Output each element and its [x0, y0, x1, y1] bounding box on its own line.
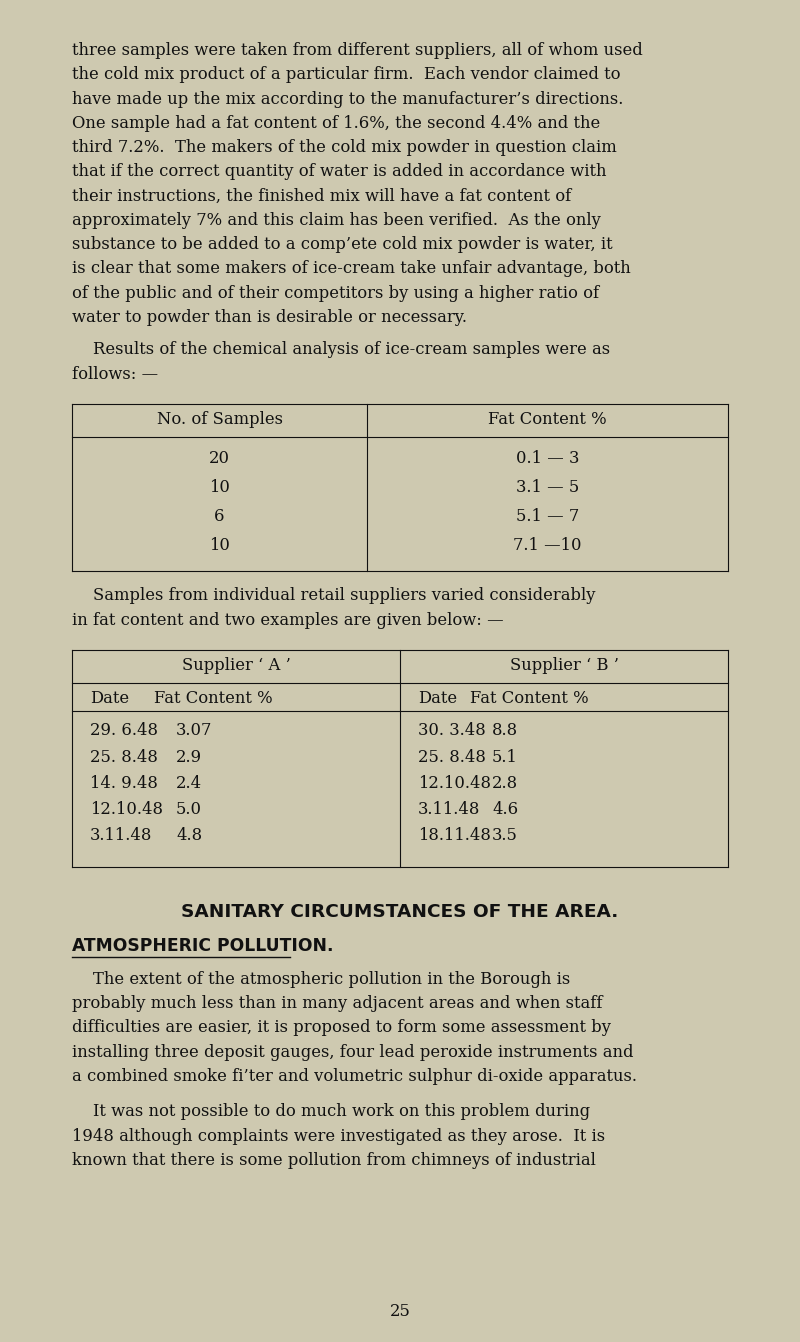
Text: 5.1 — 7: 5.1 — 7 — [516, 507, 579, 525]
Text: 12.10.48: 12.10.48 — [418, 774, 491, 792]
Text: 12.10.48: 12.10.48 — [90, 801, 163, 819]
Text: in fat content and two examples are given below: —: in fat content and two examples are give… — [72, 612, 504, 628]
Text: 10: 10 — [209, 537, 230, 553]
Text: 2.9: 2.9 — [176, 749, 202, 765]
Text: Samples from individual retail suppliers varied considerably: Samples from individual retail suppliers… — [72, 588, 595, 604]
Text: approximately 7% and this claim has been verified.  As the only: approximately 7% and this claim has been… — [72, 212, 601, 228]
Text: Fat Content %: Fat Content % — [154, 690, 273, 706]
Text: Fat Content %: Fat Content % — [488, 411, 607, 428]
Text: Date: Date — [418, 690, 457, 706]
Text: third 7.2%.  The makers of the cold mix powder in question claim: third 7.2%. The makers of the cold mix p… — [72, 140, 617, 156]
Text: The extent of the atmospheric pollution in the Borough is: The extent of the atmospheric pollution … — [72, 970, 570, 988]
Text: three samples were taken from different suppliers, all of whom used: three samples were taken from different … — [72, 42, 642, 59]
Text: difficulties are easier, it is proposed to form some assessment by: difficulties are easier, it is proposed … — [72, 1020, 611, 1036]
Text: Date: Date — [90, 690, 129, 706]
Text: 2.8: 2.8 — [492, 774, 518, 792]
Text: probably much less than in many adjacent areas and when staff: probably much less than in many adjacent… — [72, 996, 602, 1012]
Text: 4.8: 4.8 — [176, 827, 202, 844]
Text: It was not possible to do much work on this problem during: It was not possible to do much work on t… — [72, 1103, 590, 1121]
Text: 20: 20 — [209, 451, 230, 467]
Text: 14. 9.48: 14. 9.48 — [90, 774, 158, 792]
Text: 4.6: 4.6 — [492, 801, 518, 819]
Text: 25. 8.48: 25. 8.48 — [90, 749, 158, 765]
Text: Results of the chemical analysis of ice-cream samples were as: Results of the chemical analysis of ice-… — [72, 341, 610, 358]
Text: substance to be added to a comp’ete cold mix powder is water, it: substance to be added to a comp’ete cold… — [72, 236, 613, 254]
Text: 3.11.48: 3.11.48 — [90, 827, 152, 844]
Text: 1948 although complaints were investigated as they arose.  It is: 1948 although complaints were investigat… — [72, 1127, 605, 1145]
Text: Supplier ‘ A ’: Supplier ‘ A ’ — [182, 656, 290, 674]
Text: One sample had a fat content of 1.6%, the second 4.4% and the: One sample had a fat content of 1.6%, th… — [72, 115, 600, 132]
Text: 2.4: 2.4 — [176, 774, 202, 792]
Text: 3.1 — 5: 3.1 — 5 — [516, 479, 579, 497]
Text: Fat Content %: Fat Content % — [470, 690, 589, 706]
Text: the cold mix product of a particular firm.  Each vendor claimed to: the cold mix product of a particular fir… — [72, 66, 621, 83]
Text: is clear that some makers of ice-cream take unfair advantage, both: is clear that some makers of ice-cream t… — [72, 260, 630, 278]
Text: 3.5: 3.5 — [492, 827, 518, 844]
Text: 0.1 — 3: 0.1 — 3 — [516, 451, 579, 467]
Text: 7.1 —10: 7.1 —10 — [514, 537, 582, 553]
Text: a combined smoke fi’ter and volumetric sulphur di-oxide apparatus.: a combined smoke fi’ter and volumetric s… — [72, 1068, 637, 1084]
Text: water to powder than is desirable or necessary.: water to powder than is desirable or nec… — [72, 309, 467, 326]
Text: 3.11.48: 3.11.48 — [418, 801, 480, 819]
Text: Supplier ‘ B ’: Supplier ‘ B ’ — [510, 656, 618, 674]
Text: 25: 25 — [390, 1303, 410, 1321]
Text: No. of Samples: No. of Samples — [157, 411, 282, 428]
Text: 3.07: 3.07 — [176, 722, 212, 739]
Text: 6: 6 — [214, 507, 225, 525]
Text: 25. 8.48: 25. 8.48 — [418, 749, 486, 765]
Text: 10: 10 — [209, 479, 230, 497]
Text: 5.0: 5.0 — [176, 801, 202, 819]
Text: ATMOSPHERIC POLLUTION.: ATMOSPHERIC POLLUTION. — [72, 937, 334, 954]
Text: follows: —: follows: — — [72, 365, 158, 382]
Text: 18.11.48: 18.11.48 — [418, 827, 491, 844]
Text: SANITARY CIRCUMSTANCES OF THE AREA.: SANITARY CIRCUMSTANCES OF THE AREA. — [182, 903, 618, 922]
Text: have made up the mix according to the manufacturer’s directions.: have made up the mix according to the ma… — [72, 90, 623, 107]
Text: installing three deposit gauges, four lead peroxide instruments and: installing three deposit gauges, four le… — [72, 1044, 634, 1060]
Text: of the public and of their competitors by using a higher ratio of: of the public and of their competitors b… — [72, 285, 599, 302]
Text: that if the correct quantity of water is added in accordance with: that if the correct quantity of water is… — [72, 164, 606, 180]
Text: 29. 6.48: 29. 6.48 — [90, 722, 158, 739]
Text: their instructions, the finished mix will have a fat content of: their instructions, the finished mix wil… — [72, 188, 571, 204]
Text: known that there is some pollution from chimneys of industrial: known that there is some pollution from … — [72, 1151, 596, 1169]
Text: 8.8: 8.8 — [492, 722, 518, 739]
Text: 30. 3.48: 30. 3.48 — [418, 722, 486, 739]
Text: 5.1: 5.1 — [492, 749, 518, 765]
